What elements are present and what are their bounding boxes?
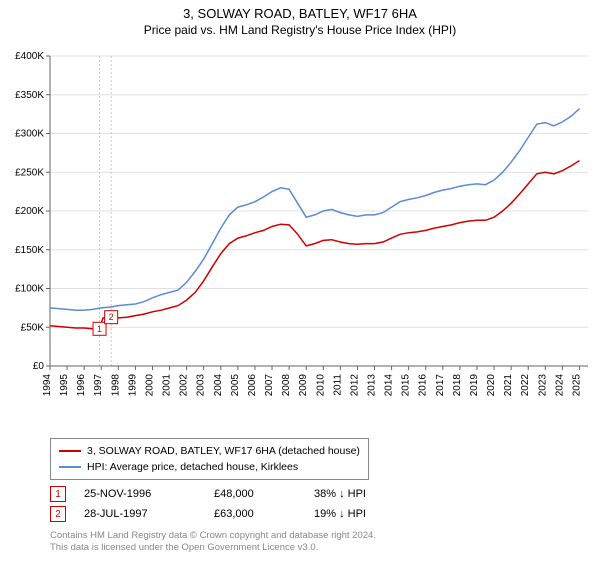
svg-text:1999: 1999 xyxy=(127,374,138,397)
sale-marker-icon: 1 xyxy=(50,486,66,502)
sale-price: £48,000 xyxy=(214,488,314,500)
svg-text:2000: 2000 xyxy=(144,374,155,397)
legend-swatch xyxy=(59,450,81,452)
svg-text:2015: 2015 xyxy=(401,374,412,397)
footnote-line: This data is licensed under the Open Gov… xyxy=(50,542,376,554)
svg-text:2021: 2021 xyxy=(503,374,514,397)
sale-row: 1 25-NOV-1996 £48,000 38% ↓ HPI xyxy=(50,484,414,504)
svg-text:2017: 2017 xyxy=(435,374,446,397)
footnote-line: Contains HM Land Registry data © Crown c… xyxy=(50,530,376,542)
svg-text:1996: 1996 xyxy=(76,374,87,397)
chart-area: £0 £50K £100K £150K £200K £250K £300K £350K £400… xyxy=(0,50,600,430)
sale-date: 28-JUL-1997 xyxy=(84,508,214,520)
svg-text:2016: 2016 xyxy=(418,374,429,397)
svg-text:2018: 2018 xyxy=(452,374,463,397)
svg-text:1995: 1995 xyxy=(59,374,70,397)
svg-text:£100K: £100K xyxy=(15,284,44,295)
svg-text:2001: 2001 xyxy=(162,374,173,397)
sale-price: £63,000 xyxy=(214,508,314,520)
svg-text:2022: 2022 xyxy=(520,374,531,397)
svg-text:£150K: £150K xyxy=(15,245,44,256)
footnote: Contains HM Land Registry data © Crown c… xyxy=(50,530,376,554)
sale-diff: 19% ↓ HPI xyxy=(314,508,414,520)
svg-text:2019: 2019 xyxy=(469,374,480,397)
svg-text:2002: 2002 xyxy=(179,374,190,397)
svg-text:1994: 1994 xyxy=(42,374,53,397)
legend-item: HPI: Average price, detached house, Kirk… xyxy=(59,459,360,475)
svg-text:£400K: £400K xyxy=(15,51,44,62)
svg-text:£0: £0 xyxy=(33,361,45,372)
svg-text:£250K: £250K xyxy=(15,167,44,178)
svg-text:2010: 2010 xyxy=(315,374,326,397)
svg-text:2020: 2020 xyxy=(486,374,497,397)
legend-label: 3, SOLWAY ROAD, BATLEY, WF17 6HA (detach… xyxy=(87,443,360,459)
sale-row: 2 28-JUL-1997 £63,000 19% ↓ HPI xyxy=(50,504,414,524)
svg-text:£350K: £350K xyxy=(15,90,44,101)
svg-text:2023: 2023 xyxy=(537,374,548,397)
svg-text:2011: 2011 xyxy=(332,374,343,396)
svg-text:2: 2 xyxy=(109,312,114,322)
svg-text:1998: 1998 xyxy=(110,374,121,397)
chart-title: 3, SOLWAY ROAD, BATLEY, WF17 6HA xyxy=(0,6,600,21)
svg-text:£200K: £200K xyxy=(15,206,44,217)
svg-text:2008: 2008 xyxy=(281,374,292,397)
svg-text:£50K: £50K xyxy=(21,322,45,333)
legend-swatch xyxy=(59,466,81,468)
svg-text:2004: 2004 xyxy=(213,374,224,397)
svg-text:2014: 2014 xyxy=(384,374,395,397)
svg-text:2025: 2025 xyxy=(571,374,582,397)
svg-text:2006: 2006 xyxy=(247,374,258,397)
sales-table: 1 25-NOV-1996 £48,000 38% ↓ HPI 2 28-JUL… xyxy=(50,484,414,524)
svg-text:1: 1 xyxy=(97,324,102,334)
svg-text:2013: 2013 xyxy=(367,374,378,397)
sale-marker-icon: 2 xyxy=(50,506,66,522)
svg-text:2012: 2012 xyxy=(349,374,360,397)
svg-text:£300K: £300K xyxy=(15,129,44,140)
svg-text:2005: 2005 xyxy=(230,374,241,397)
svg-text:2024: 2024 xyxy=(554,374,565,397)
svg-text:2003: 2003 xyxy=(196,374,207,397)
sale-diff: 38% ↓ HPI xyxy=(314,488,414,500)
legend-item: 3, SOLWAY ROAD, BATLEY, WF17 6HA (detach… xyxy=(59,443,360,459)
sale-date: 25-NOV-1996 xyxy=(84,488,214,500)
svg-text:2007: 2007 xyxy=(264,374,275,397)
svg-text:2009: 2009 xyxy=(298,374,309,397)
legend-label: HPI: Average price, detached house, Kirk… xyxy=(87,459,298,475)
chart-subtitle: Price paid vs. HM Land Registry's House … xyxy=(0,23,600,37)
chart-container: 3, SOLWAY ROAD, BATLEY, WF17 6HA Price p… xyxy=(0,6,600,566)
legend: 3, SOLWAY ROAD, BATLEY, WF17 6HA (detach… xyxy=(50,438,369,480)
svg-text:1997: 1997 xyxy=(93,374,104,397)
